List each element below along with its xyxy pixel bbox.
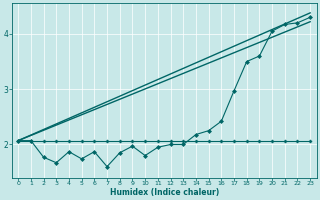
X-axis label: Humidex (Indice chaleur): Humidex (Indice chaleur) (109, 188, 219, 197)
